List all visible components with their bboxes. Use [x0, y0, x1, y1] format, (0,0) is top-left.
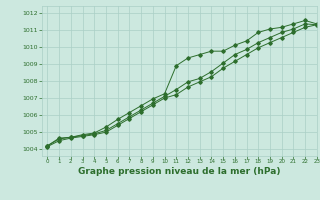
- X-axis label: Graphe pression niveau de la mer (hPa): Graphe pression niveau de la mer (hPa): [78, 167, 280, 176]
